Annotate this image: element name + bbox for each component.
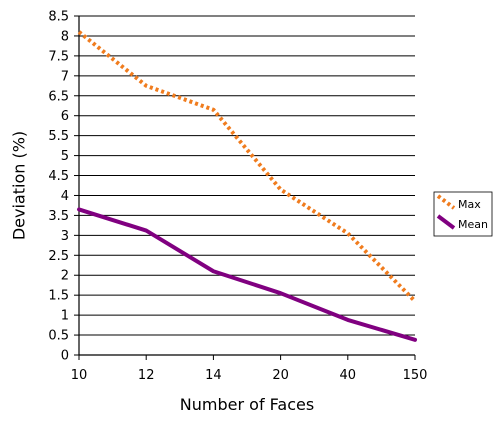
y-tick-label: 8 [61, 29, 69, 44]
series-line-max [79, 32, 415, 301]
y-tick-label: 0 [61, 349, 69, 364]
y-tick-label: 2.5 [48, 249, 69, 264]
legend-label-max: Max [458, 198, 481, 211]
x-tick-label: 10 [71, 368, 88, 383]
legend: Max Mean [434, 192, 492, 236]
x-tick-label: 20 [272, 368, 289, 383]
y-tick-label: 1.5 [48, 289, 69, 304]
x-tick-label: 12 [138, 368, 155, 383]
y-tick-label: 3.5 [48, 209, 69, 224]
y-tick-label: 0.5 [48, 329, 69, 344]
x-axis-title: Number of Faces [180, 395, 314, 414]
x-tick-label: 150 [403, 368, 428, 383]
y-tick-labels: 0 0.5 1 1.5 2 2.5 3 3.5 4 4.5 5 5.5 6 6.5 7 7.5 8 8.5 [48, 10, 69, 364]
y-tick-label: 4 [61, 189, 69, 204]
y-tick-label: 1 [61, 309, 69, 324]
y-tick-label: 2 [61, 269, 69, 284]
y-tick-label: 7.5 [48, 49, 69, 64]
y-tick-label: 8.5 [48, 10, 69, 25]
x-tick-labels: 10 12 14 20 40 150 [71, 368, 428, 383]
x-tick-label: 40 [340, 368, 357, 383]
y-tick-label: 5 [61, 149, 69, 164]
y-axis-title: Deviation (%) [10, 131, 29, 240]
y-tick-label: 4.5 [48, 169, 69, 184]
y-tick-label: 3 [61, 229, 69, 244]
legend-label-mean: Mean [458, 218, 488, 231]
y-tick-label: 6.5 [48, 89, 69, 104]
gridlines [74, 16, 415, 355]
series-line-mean [79, 209, 415, 339]
x-tick-label: 14 [205, 368, 222, 383]
y-tick-label: 7 [61, 69, 69, 84]
series-lines [79, 32, 415, 340]
y-tick-label: 6 [61, 109, 69, 124]
y-tick-label: 5.5 [48, 129, 69, 144]
axes [79, 16, 415, 360]
